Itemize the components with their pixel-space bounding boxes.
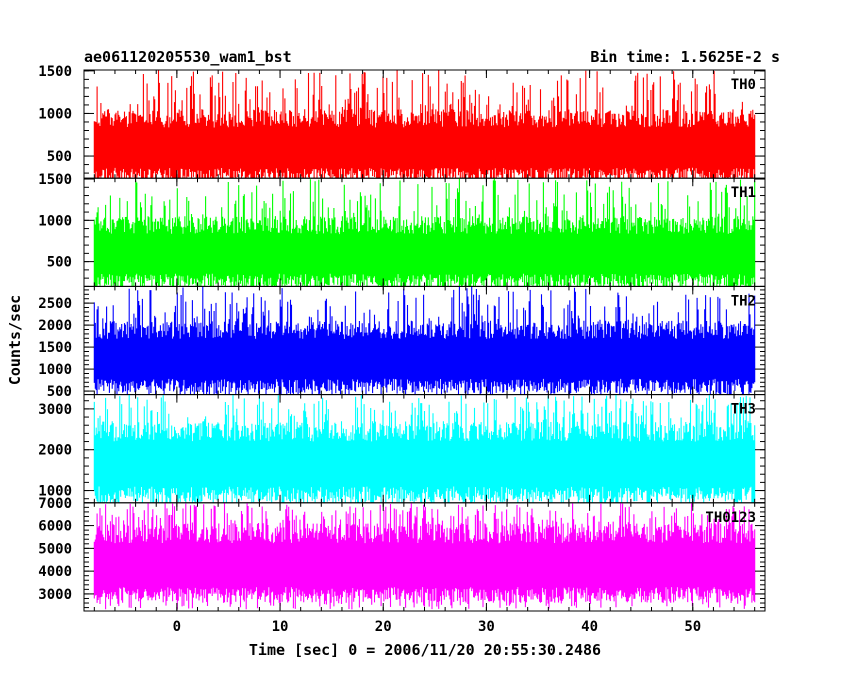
panel-th0123: 3000 4000 5000 6000 7000 TH0123 bbox=[38, 496, 766, 612]
y-tick-label: 2500 bbox=[38, 296, 72, 312]
panel-label-th3: TH3 bbox=[731, 402, 756, 418]
panel-th1: 500 1000 1500 TH1 bbox=[38, 172, 766, 287]
x-tick-label: 30 bbox=[478, 619, 495, 635]
series-th0123-line bbox=[93, 503, 756, 610]
panel-th2: 500 1000 1500 2000 2500 TH2 bbox=[38, 285, 766, 400]
x-tick-label: 0 bbox=[173, 619, 181, 635]
panel-label-th1: TH1 bbox=[731, 185, 756, 201]
y-tick-label: 7000 bbox=[38, 496, 72, 512]
x-tick-label: 20 bbox=[375, 619, 392, 635]
panel-th0: 500 1000 1500 TH0 bbox=[38, 64, 766, 179]
y-tick-label: 500 bbox=[47, 255, 72, 271]
y-tick-label: 1000 bbox=[38, 213, 72, 229]
panel-label-th2: TH2 bbox=[731, 293, 756, 309]
series-th1-line bbox=[93, 178, 756, 287]
y-axis-label: Counts/sec bbox=[6, 295, 24, 385]
y-tick-label: 3000 bbox=[38, 402, 72, 418]
x-tick-label: 50 bbox=[684, 619, 701, 635]
x-axis-label: Time [sec] 0 = 2006/11/20 20:55:30.2486 bbox=[249, 641, 601, 659]
series-th0-line bbox=[93, 70, 756, 179]
x-tick-label: 40 bbox=[581, 619, 598, 635]
panels-group: 500 1000 1500 TH0 500 1000 1500 TH1 500 1000 1500 2… bbox=[38, 64, 766, 612]
x-tick-label: 10 bbox=[272, 619, 289, 635]
y-tick-label: 500 bbox=[47, 149, 72, 165]
series-th2-line bbox=[93, 286, 756, 395]
y-tick-label: 4000 bbox=[38, 564, 72, 580]
series-th3-line bbox=[93, 394, 756, 503]
y-tick-label: 2000 bbox=[38, 443, 72, 459]
y-tick-label: 1000 bbox=[38, 484, 72, 500]
y-tick-label: 6000 bbox=[38, 519, 72, 535]
chart-title: ae061120205530_wam1_bst bbox=[84, 48, 292, 66]
y-tick-label: 5000 bbox=[38, 541, 72, 557]
bin-time-label: Bin time: 1.5625E-2 s bbox=[590, 48, 780, 66]
panel-label-th0123: TH0123 bbox=[705, 510, 756, 526]
y-tick-label: 1000 bbox=[38, 106, 72, 122]
y-tick-label: 500 bbox=[47, 384, 72, 400]
panel-label-th0: TH0 bbox=[731, 77, 756, 93]
y-tick-label: 1500 bbox=[38, 340, 72, 356]
y-tick-label: 1500 bbox=[38, 64, 72, 80]
x-axis-tick-labels: 0 10 20 30 40 50 bbox=[173, 619, 702, 635]
y-tick-label: 1000 bbox=[38, 362, 72, 378]
y-tick-label: 1500 bbox=[38, 172, 72, 188]
panel-th3: 1000 2000 3000 TH3 bbox=[38, 394, 766, 504]
y-tick-label: 3000 bbox=[38, 587, 72, 603]
y-tick-label: 2000 bbox=[38, 318, 72, 334]
